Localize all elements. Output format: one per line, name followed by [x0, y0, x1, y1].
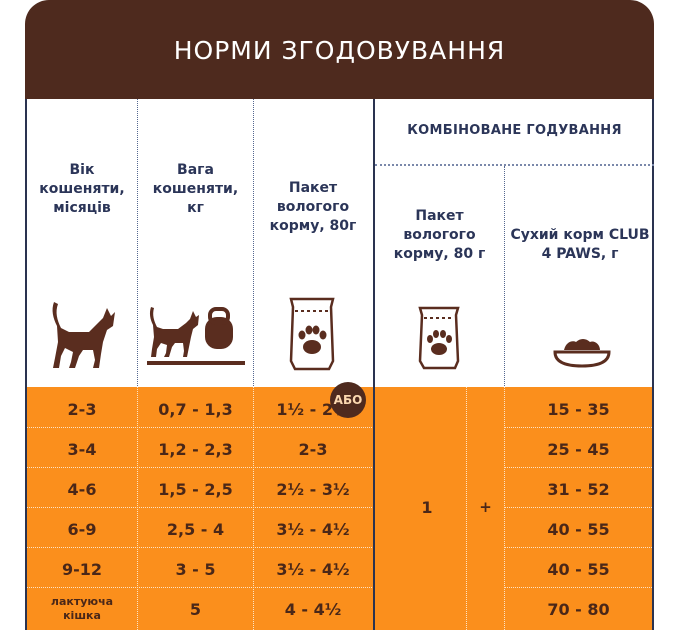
- cat-icon: [52, 302, 115, 368]
- header-age: Вік кошеняти, місяців: [39, 162, 125, 216]
- cat-with-kettlebell-icon: [147, 307, 245, 365]
- cell-weight: 1,2 - 2,3: [158, 439, 233, 459]
- row-divider: [27, 587, 372, 588]
- cell-age: 9-12: [61, 559, 103, 579]
- row-divider: [504, 547, 652, 548]
- feeding-table: Вік кошеняти, місяців Вага кошеняти, кг …: [25, 99, 654, 630]
- cell-weight: 0,7 - 1,3: [158, 399, 233, 419]
- column-divider: [466, 387, 467, 630]
- column-divider: [253, 387, 254, 630]
- feeding-table-body: 2-3 0,7 - 1,3 1½ - 2½ 15 - 35 3-4 1,2 - …: [27, 387, 652, 630]
- row-divider: [504, 507, 652, 508]
- row-divider: [27, 547, 372, 548]
- cell-wet: 3½ - 4½: [276, 519, 350, 539]
- cell-wet: 3½ - 4½: [276, 559, 350, 579]
- cell-weight: 5: [189, 599, 202, 619]
- cell-weight: 3 - 5: [175, 559, 216, 579]
- header-combined-feeding: КОМБІНОВАНЕ ГОДУВАННЯ: [407, 123, 622, 138]
- cell-dry: 15 - 35: [547, 399, 610, 419]
- food-bowl-icon: [553, 339, 611, 368]
- cell-age: лактуюча кішка: [50, 595, 114, 622]
- column-divider: [253, 99, 254, 388]
- header-divider: [375, 164, 654, 166]
- cell-dry: 40 - 55: [547, 519, 610, 539]
- row-divider: [504, 467, 652, 468]
- or-badge: АБО: [330, 382, 366, 418]
- section-divider: [373, 99, 375, 630]
- header-weight: Вага кошеняти, кг: [152, 162, 239, 216]
- row-divider: [504, 587, 652, 588]
- title-banner: НОРМИ ЗГОДОВУВАННЯ: [25, 0, 654, 99]
- cell-weight: 1,5 - 2,5: [158, 479, 233, 499]
- row-divider: [27, 427, 372, 428]
- plus-sign: +: [479, 498, 492, 516]
- cell-wet: 2½ - 3½: [276, 479, 350, 499]
- cell-dry: 70 - 80: [547, 599, 610, 619]
- cell-age: 3-4: [67, 439, 97, 459]
- cell-age: 4-6: [67, 479, 97, 499]
- cell-age: 2-3: [67, 399, 97, 419]
- combined-wet-count: 1: [421, 497, 433, 517]
- column-divider: [504, 166, 505, 388]
- page-title: НОРМИ ЗГОДОВУВАННЯ: [173, 36, 506, 65]
- row-divider: [504, 427, 652, 428]
- column-divider: [504, 387, 505, 630]
- header-combined-dry: Сухий корм CLUB 4 PAWS, г: [510, 227, 650, 262]
- column-divider: [137, 99, 138, 388]
- wet-food-pouch-icon: [289, 297, 335, 371]
- cell-dry: 40 - 55: [547, 559, 610, 579]
- cell-weight: 2,5 - 4: [166, 519, 225, 539]
- column-divider: [137, 387, 138, 630]
- cell-age: 6-9: [67, 519, 97, 539]
- cell-dry: 31 - 52: [547, 479, 610, 499]
- wet-food-pouch-icon-combined: [418, 306, 460, 370]
- cell-wet: 2-3: [298, 439, 328, 459]
- cell-dry: 25 - 45: [547, 439, 610, 459]
- row-divider: [27, 507, 372, 508]
- cell-wet: 4 - 4½: [284, 599, 342, 619]
- header-combined-wet: Пакет вологого корму, 80 г: [393, 208, 486, 262]
- header-wet-pack: Пакет вологого корму, 80г: [269, 180, 357, 234]
- row-divider: [27, 467, 372, 468]
